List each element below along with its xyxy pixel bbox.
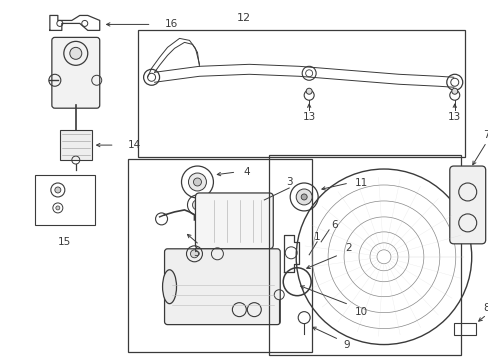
Circle shape [56,206,60,210]
Circle shape [192,200,202,210]
Bar [127,159,311,351]
Text: 5: 5 [193,248,200,258]
Text: 1: 1 [313,232,320,242]
Text: 13: 13 [302,112,315,122]
Circle shape [305,88,311,94]
Circle shape [301,194,306,200]
FancyBboxPatch shape [195,193,273,249]
Circle shape [55,187,61,193]
Circle shape [451,88,457,94]
FancyBboxPatch shape [164,249,280,325]
Circle shape [188,173,206,191]
Text: 2: 2 [345,243,352,253]
Text: 15: 15 [58,237,71,247]
Bar [269,155,460,355]
Circle shape [190,250,198,258]
Text: 13: 13 [447,112,461,122]
Text: 10: 10 [354,307,367,317]
Text: 3: 3 [285,177,292,187]
FancyBboxPatch shape [52,37,100,108]
Text: 4: 4 [243,167,249,177]
Circle shape [296,189,311,205]
Bar [60,130,92,160]
Text: 14: 14 [127,140,141,150]
Text: 6: 6 [330,220,337,230]
Text: 7: 7 [482,130,488,140]
Bar [453,323,475,334]
Text: 9: 9 [343,339,350,350]
Text: 8: 8 [482,303,488,312]
Circle shape [70,48,81,59]
Ellipse shape [162,270,176,304]
Text: 16: 16 [164,19,178,30]
Bar [137,30,464,157]
Text: 12: 12 [237,13,251,23]
Bar [35,175,95,225]
Circle shape [193,178,201,186]
Text: 11: 11 [354,178,367,188]
FancyBboxPatch shape [449,166,485,244]
